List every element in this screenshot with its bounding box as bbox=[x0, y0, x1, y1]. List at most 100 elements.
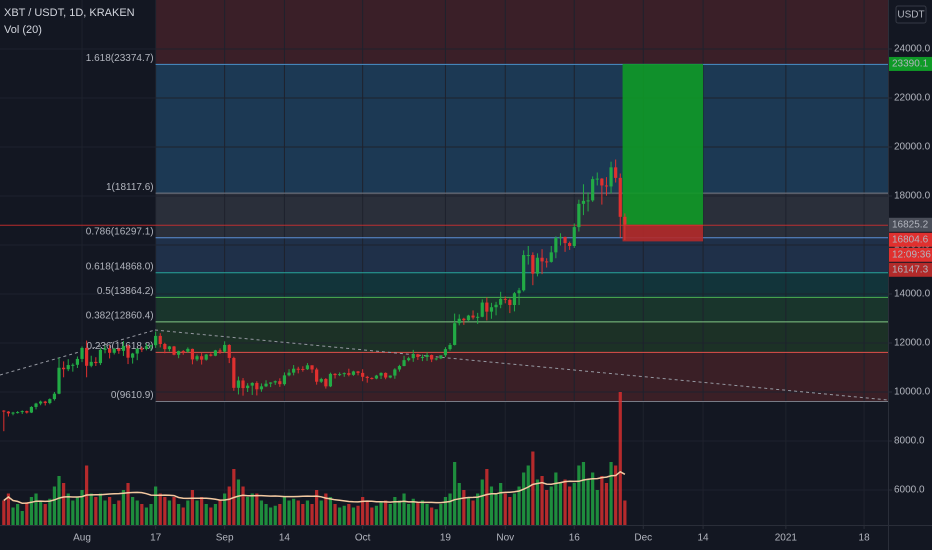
candle-body bbox=[80, 347, 84, 359]
candle-body bbox=[117, 348, 121, 351]
volume-bar bbox=[503, 493, 507, 525]
candle-body bbox=[503, 298, 507, 300]
volume-bar bbox=[356, 505, 360, 525]
candle-body bbox=[338, 374, 342, 376]
fib-label: 0.618(14868.0) bbox=[86, 261, 154, 272]
candle-body bbox=[278, 381, 282, 385]
candle-body bbox=[121, 345, 126, 351]
volume-bar bbox=[393, 497, 397, 525]
candle-body bbox=[535, 257, 540, 274]
currency-label[interactable]: USDT bbox=[897, 10, 924, 21]
volume-bar bbox=[48, 498, 52, 525]
volume-bar bbox=[6, 493, 11, 525]
candle-body bbox=[25, 411, 29, 413]
fib-band bbox=[155, 193, 889, 238]
candle-body bbox=[259, 386, 264, 390]
volume-bar bbox=[190, 490, 195, 525]
volume-bar bbox=[342, 505, 346, 525]
candle-body bbox=[572, 227, 576, 246]
volume-bar bbox=[66, 493, 70, 525]
volume-bar bbox=[351, 507, 356, 525]
volume-bar bbox=[522, 472, 526, 525]
volume-bar bbox=[57, 476, 61, 525]
volume-bar bbox=[269, 507, 273, 525]
volume-bar bbox=[301, 504, 305, 525]
candle-body bbox=[218, 350, 222, 352]
volume-bar bbox=[310, 504, 314, 525]
candle-body bbox=[434, 358, 438, 360]
candle-body bbox=[471, 315, 475, 318]
candle-body bbox=[11, 412, 15, 414]
volume-bar bbox=[250, 493, 254, 525]
volume-bar bbox=[292, 498, 296, 525]
y-tick-label: 8000.0 bbox=[894, 436, 925, 447]
currency-button[interactable] bbox=[895, 5, 927, 24]
candle-body bbox=[618, 177, 622, 217]
volume-bar bbox=[108, 497, 112, 525]
volume-bar bbox=[315, 490, 319, 525]
price-tag-label: 16147.3 bbox=[892, 264, 929, 275]
price-tag-label: 16825.2 bbox=[892, 219, 929, 230]
volume-bar bbox=[545, 490, 549, 525]
candle-body bbox=[545, 261, 549, 263]
volume-bar bbox=[554, 472, 558, 525]
fib-label: 0.786(16297.1) bbox=[86, 226, 154, 237]
volume-bar bbox=[476, 493, 480, 525]
y-tick-label: 6000.0 bbox=[894, 485, 925, 496]
candle-body bbox=[476, 316, 480, 318]
volume-bar bbox=[462, 490, 466, 525]
volume-bar bbox=[255, 493, 259, 525]
candle-body bbox=[85, 347, 89, 366]
candle-body bbox=[181, 351, 185, 353]
candle-body bbox=[190, 348, 195, 360]
volume-bar bbox=[577, 465, 581, 525]
fib-band bbox=[155, 237, 889, 273]
candle-body bbox=[204, 354, 208, 360]
candle-body bbox=[614, 167, 618, 178]
candle-body bbox=[43, 401, 47, 404]
candle-body bbox=[430, 355, 434, 360]
candle-body bbox=[379, 372, 383, 376]
candle-body bbox=[384, 372, 388, 378]
candle-body bbox=[255, 382, 259, 390]
volume-bar bbox=[416, 502, 420, 525]
y-tick-label: 22000.0 bbox=[894, 93, 931, 104]
candle-body bbox=[558, 236, 563, 238]
volume-bar bbox=[365, 500, 369, 525]
price-tag bbox=[889, 262, 932, 277]
candle-body bbox=[209, 354, 213, 356]
candle-body bbox=[425, 355, 429, 357]
volume-bar bbox=[39, 500, 43, 525]
candle-body bbox=[347, 373, 351, 375]
candle-body bbox=[273, 381, 277, 383]
x-tick-label: 17 bbox=[150, 533, 162, 544]
candle-body bbox=[540, 257, 544, 262]
volume-bar bbox=[411, 498, 415, 525]
volume-bar bbox=[489, 486, 494, 525]
candle-body bbox=[342, 373, 346, 375]
candle-body bbox=[89, 361, 93, 366]
volume-bar bbox=[586, 479, 590, 525]
candle-body bbox=[315, 369, 319, 382]
volume-bar bbox=[425, 504, 429, 525]
volume-bar bbox=[324, 493, 328, 525]
candle-body bbox=[563, 236, 567, 244]
candle-body bbox=[103, 348, 107, 350]
candle-body bbox=[361, 372, 365, 377]
candle-body bbox=[310, 365, 314, 370]
x-tick-label: 18 bbox=[859, 533, 871, 544]
volume-bar bbox=[149, 504, 153, 525]
volume-bar bbox=[517, 486, 521, 525]
candle-body bbox=[466, 315, 471, 321]
candle-body bbox=[71, 364, 75, 366]
candle-body bbox=[154, 335, 158, 346]
volume-bar bbox=[407, 504, 411, 525]
candle-body bbox=[328, 373, 333, 387]
candle-body bbox=[448, 344, 452, 350]
candle-body bbox=[172, 346, 176, 355]
x-tick-label: 16 bbox=[569, 533, 581, 544]
volume-bar bbox=[466, 497, 471, 525]
candle-body bbox=[485, 302, 489, 312]
volume-bar bbox=[568, 486, 572, 525]
